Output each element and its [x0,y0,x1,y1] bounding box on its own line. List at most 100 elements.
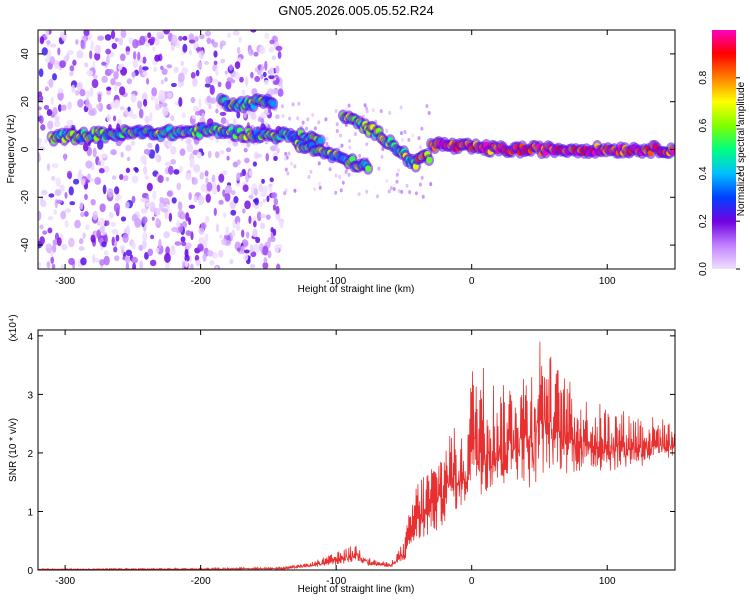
heatmap-noise-cell [267,239,271,248]
heatmap-noise-cell [151,87,158,97]
heatmap-noise-cell [213,60,218,65]
heatmap-noise-cell [69,201,76,206]
heatmap-track-cell [270,100,277,107]
heatmap-noise-cell [44,138,48,144]
heatmap-noise-cell [188,204,196,209]
heatmap-noise-cell [186,143,194,153]
heatmap-noise-cell [79,202,84,210]
heatmap-noise-cell [213,207,217,217]
heatmap-noise-cell [132,39,139,49]
heatmap-noise-cell [180,212,186,220]
heatmap-noise-cell [52,107,58,116]
heatmap-noise-cell [119,245,125,250]
heatmap-noise-cell [262,71,267,78]
heatmap-noise-cell [236,247,241,252]
heatmap-noise-cell [248,49,254,56]
heatmap-noise-cell [170,82,177,88]
heatmap-noise-cell [66,119,74,127]
spectrogram-x-ticks: -300 -200 -100 0 100 [55,30,616,287]
heatmap-noise-cell [291,102,295,107]
heatmap-noise-cell [90,234,96,243]
heatmap-noise-cell [48,193,55,198]
heatmap-noise-cell [80,39,85,49]
colorbar: 0.0 0.2 0.4 0.6 0.8 Normalized spectral ampl… [698,30,747,276]
heatmap-noise-cell [118,37,124,46]
heatmap-noise-cell [392,186,396,191]
heatmap-noise-cell [142,56,147,64]
heatmap-noise-cell [111,228,119,235]
heatmap-noise-cell [284,151,288,156]
heatmap-noise-cell [107,188,114,198]
heatmap-noise-cell [72,59,77,66]
heatmap-noise-cell [163,30,170,35]
heatmap-noise-cell [60,104,67,111]
heatmap-noise-cell [84,193,88,201]
heatmap-noise-cell [39,36,45,45]
heatmap-noise-cell [218,173,225,183]
heatmap-noise-cell [47,215,54,221]
heatmap-noise-cell [94,44,102,54]
heatmap-noise-cell [171,227,178,233]
heatmap-noise-cell [152,189,157,200]
heatmap-noise-cell [155,217,160,226]
heatmap-noise-cell [253,188,259,196]
heatmap-noise-cell [274,244,280,253]
heatmap-noise-cell [50,256,55,264]
heatmap-noise-cell [131,71,136,78]
heatmap-noise-cell [385,128,389,133]
heatmap-noise-cell [296,116,300,121]
heatmap-noise-cell [271,192,278,199]
heatmap-noise-cell [147,248,154,257]
heatmap-noise-cell [150,234,155,240]
heatmap-noise-cell [244,200,251,210]
heatmap-noise-cell [64,220,69,228]
heatmap-noise-cell [92,74,98,79]
heatmap-noise-cell [287,151,291,156]
heatmap-noise-cell [271,55,276,60]
colorbar-label: Normalized spectral amplitude [736,81,747,216]
heatmap-noise-cell [297,101,301,106]
heatmap-noise-cell [379,109,383,114]
heatmap-noise-cell [264,32,270,39]
heatmap-noise-cell [249,263,256,269]
heatmap-noise-cell [99,217,105,227]
heatmap-noise-cell [59,60,66,69]
heatmap-noise-cell [256,211,262,222]
heatmap-noise-cell [215,265,219,269]
heatmap-noise-cell [105,220,110,226]
heatmap-noise-cell [215,67,219,76]
heatmap-noise-cell [124,201,130,209]
snr-frame [37,329,676,571]
heatmap-noise-cell [254,75,261,82]
heatmap-noise-cell [258,184,264,193]
heatmap-noise-cell [171,197,177,204]
heatmap-noise-cell [76,82,82,90]
heatmap-noise-cell [143,98,148,107]
heatmap-noise-cell [184,260,189,268]
heatmap-noise-cell [264,60,268,71]
heatmap-noise-cell [254,204,260,210]
heatmap-noise-cell [418,182,422,187]
heatmap-noise-cell [113,71,119,80]
heatmap-noise-cell [224,192,231,202]
heatmap-noise-cell [94,257,100,263]
heatmap-noise-cell [212,41,219,48]
x-tick-label: 0 [469,276,475,287]
heatmap-noise-cell [334,190,338,195]
heatmap-noise-cell [262,185,269,194]
heatmap-noise-cell [154,152,159,162]
heatmap-track-cell [426,156,433,164]
heatmap-noise-cell [252,161,258,167]
heatmap-noise-cell [268,185,273,193]
heatmap-tracks [46,92,675,175]
heatmap-noise-cell [243,147,248,153]
heatmap-noise-cell [105,48,111,55]
heatmap-noise-cell [259,45,266,55]
heatmap-noise-cell [131,195,136,204]
heatmap-noise-cell [53,59,59,70]
heatmap-noise-cell [185,230,192,236]
heatmap-noise-cell [212,78,219,84]
heatmap-noise-cell [340,143,344,148]
heatmap-noise-cell [242,184,249,192]
heatmap-noise-cell [204,30,211,37]
